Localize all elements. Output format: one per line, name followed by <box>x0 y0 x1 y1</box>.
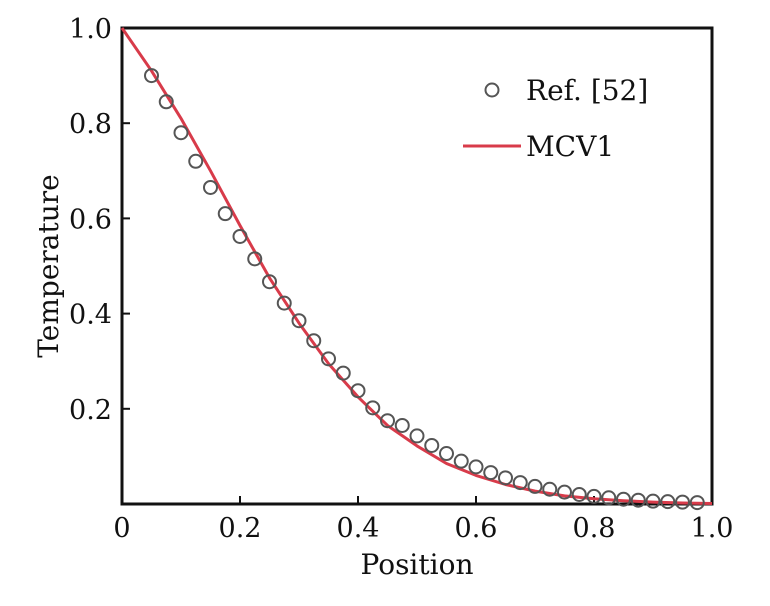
data-point-ref <box>247 251 263 267</box>
data-point-ref <box>424 437 440 453</box>
data-point-ref <box>542 481 558 497</box>
data-point-ref <box>217 206 233 222</box>
legend-label-mcv1: MCV1 <box>526 130 614 163</box>
data-point-ref <box>158 94 174 110</box>
data-point-ref <box>601 490 617 506</box>
data-point-ref <box>144 68 159 84</box>
x-tick-label: 0.6 <box>455 513 498 544</box>
y-axis-ticks: 0.2 0.4 0.6 0.8 1.0 <box>69 14 130 426</box>
data-point-ref <box>645 493 661 509</box>
x-tick-label: 0.8 <box>573 513 616 544</box>
legend-label-ref: Ref. [52] <box>526 74 648 107</box>
data-point-ref <box>439 446 454 462</box>
x-axis-ticks: 0 0.2 0.4 0.6 0.8 1.0 <box>113 496 733 544</box>
data-point-ref <box>512 475 528 491</box>
data-point-ref <box>188 153 204 169</box>
data-point-ref <box>394 417 410 433</box>
x-tick-label: 0.2 <box>219 513 262 544</box>
y-tick-label: 0.4 <box>69 300 112 331</box>
data-point-ref <box>689 495 705 511</box>
x-axis-label: Position <box>361 548 474 581</box>
data-point-ref <box>291 313 307 329</box>
data-point-ref <box>335 365 351 381</box>
plot-area <box>120 27 713 511</box>
data-point-ref <box>380 413 395 429</box>
data-point-ref <box>350 383 366 399</box>
data-point-ref <box>571 486 587 502</box>
data-point-ref <box>483 465 499 481</box>
data-point-ref <box>660 494 676 510</box>
y-tick-label: 0.2 <box>69 395 112 426</box>
data-point-ref <box>276 295 292 311</box>
y-axis-label: Temperature <box>32 174 65 357</box>
data-point-ref <box>453 453 469 469</box>
data-point-ref <box>468 459 484 475</box>
plot-frame <box>120 26 714 506</box>
x-tick-label: 1.0 <box>691 513 734 544</box>
data-point-ref <box>498 470 513 486</box>
legend: Ref. [52] MCV1 <box>463 74 648 163</box>
y-tick-label: 0.6 <box>69 204 112 235</box>
x-tick-label: 0 <box>113 513 130 544</box>
data-point-ref <box>586 488 602 504</box>
data-point-ref <box>262 274 277 290</box>
data-point-ref <box>173 125 189 141</box>
data-point-ref <box>409 428 425 444</box>
data-point-ref <box>675 494 690 510</box>
data-point-ref <box>527 478 543 494</box>
x-tick-label: 0.4 <box>337 513 380 544</box>
legend-marker-ref <box>484 82 500 98</box>
y-tick-label: 1.0 <box>69 14 112 45</box>
data-point-ref <box>630 492 646 508</box>
data-point-ref <box>203 179 218 195</box>
series-line-mcv1 <box>120 27 713 505</box>
data-point-ref <box>321 351 336 367</box>
data-point-ref <box>306 333 322 349</box>
data-point-ref <box>616 491 631 507</box>
data-point-ref <box>557 484 572 500</box>
data-point-ref <box>365 400 381 416</box>
data-point-ref <box>232 228 248 244</box>
y-tick-label: 0.8 <box>69 109 112 140</box>
